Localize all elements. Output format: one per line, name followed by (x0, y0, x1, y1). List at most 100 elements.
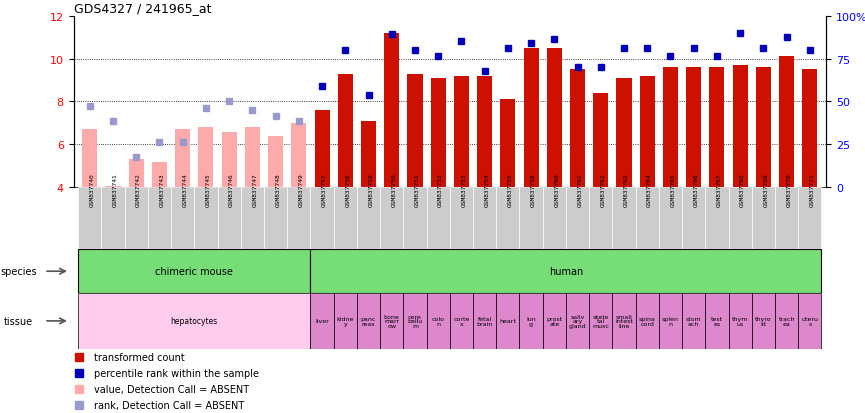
Bar (523, 49, 539, 188)
Bar (802, 70, 817, 188)
Bar (682, 188, 705, 250)
Bar (101, 188, 125, 250)
Text: GSM837740: GSM837740 (90, 173, 95, 206)
Bar (566, 188, 589, 250)
Bar (152, 162, 167, 188)
Bar (686, 68, 702, 188)
Bar (175, 130, 190, 188)
Bar (775, 188, 798, 250)
Text: lun
g: lun g (526, 316, 536, 326)
Bar (542, 293, 566, 349)
Text: GSM837768: GSM837768 (740, 173, 745, 206)
Bar (311, 250, 822, 293)
Text: GSM837766: GSM837766 (694, 173, 699, 206)
Bar (709, 68, 725, 188)
Text: cere
bellu
m: cere bellu m (407, 314, 423, 328)
Bar (570, 70, 585, 188)
Text: GSM837767: GSM837767 (717, 173, 722, 206)
Bar (361, 121, 376, 188)
Bar (497, 293, 520, 349)
Text: thym
us: thym us (732, 316, 748, 326)
Bar (454, 76, 469, 188)
Text: fetal
brain: fetal brain (477, 316, 493, 326)
Text: GSM837749: GSM837749 (298, 173, 304, 206)
Text: GSM837769: GSM837769 (763, 173, 768, 206)
Text: GSM837762: GSM837762 (601, 173, 606, 206)
Bar (195, 188, 217, 250)
Text: GSM837750: GSM837750 (392, 173, 397, 206)
Text: human: human (548, 266, 583, 277)
Text: GSM837742: GSM837742 (137, 173, 141, 206)
Text: saliv
ary
gland: saliv ary gland (568, 314, 586, 328)
Bar (450, 188, 473, 250)
Text: value, Detection Call = ABSENT: value, Detection Call = ABSENT (93, 384, 248, 394)
Bar (403, 293, 426, 349)
Text: GSM837761: GSM837761 (578, 173, 582, 206)
Text: panc
reas: panc reas (361, 316, 376, 326)
Bar (357, 293, 380, 349)
Bar (636, 188, 659, 250)
Bar (728, 293, 752, 349)
Bar (798, 188, 822, 250)
Bar (593, 94, 608, 188)
Text: small
intest
line: small intest line (615, 314, 633, 328)
Bar (752, 188, 775, 250)
Bar (612, 188, 636, 250)
Bar (520, 293, 542, 349)
Text: GSM837771: GSM837771 (810, 173, 815, 206)
Bar (125, 188, 148, 250)
Bar (78, 188, 101, 250)
Text: GSM837743: GSM837743 (159, 173, 164, 206)
Bar (334, 293, 357, 349)
Text: GSM837755: GSM837755 (508, 173, 513, 206)
Bar (589, 188, 612, 250)
Bar (384, 34, 400, 188)
Bar (756, 68, 771, 188)
Bar (337, 74, 353, 188)
Text: GSM837759: GSM837759 (368, 173, 374, 206)
Bar (775, 293, 798, 349)
Text: stom
ach: stom ach (686, 316, 702, 326)
Text: transformed count: transformed count (93, 352, 184, 362)
Text: GSM837760: GSM837760 (554, 173, 560, 206)
Bar (311, 188, 334, 250)
Text: uteru
s: uteru s (801, 316, 818, 326)
Bar (477, 76, 492, 188)
Text: test
es: test es (711, 316, 723, 326)
Bar (589, 293, 612, 349)
Text: GSM837763: GSM837763 (624, 173, 629, 206)
Bar (292, 123, 306, 188)
Bar (407, 74, 422, 188)
Text: GSM837747: GSM837747 (253, 173, 258, 206)
Bar (357, 188, 380, 250)
Text: GSM837754: GSM837754 (484, 173, 490, 206)
Bar (752, 293, 775, 349)
Bar (221, 132, 237, 188)
Text: kidne
y: kidne y (336, 316, 354, 326)
Bar (473, 293, 497, 349)
Text: GSM837751: GSM837751 (415, 173, 420, 206)
Text: GSM837770: GSM837770 (786, 173, 791, 206)
Bar (659, 293, 682, 349)
Text: GSM837752: GSM837752 (439, 173, 443, 206)
Bar (334, 188, 357, 250)
Bar (198, 128, 214, 188)
Text: spina
cord: spina cord (638, 316, 656, 326)
Text: GSM837745: GSM837745 (206, 173, 211, 206)
Bar (311, 293, 334, 349)
Text: bone
marr
ow: bone marr ow (384, 314, 400, 328)
Bar (728, 188, 752, 250)
Bar (705, 293, 728, 349)
Bar (380, 293, 403, 349)
Text: GSM837748: GSM837748 (276, 173, 280, 206)
Bar (733, 66, 747, 188)
Text: hepatocytes: hepatocytes (170, 317, 218, 325)
Text: skele
tal
musc: skele tal musc (593, 314, 609, 328)
Text: thyro
id: thyro id (755, 316, 772, 326)
Text: tissue: tissue (3, 316, 33, 326)
Text: GSM837756: GSM837756 (345, 173, 350, 206)
Bar (500, 100, 516, 188)
Text: percentile rank within the sample: percentile rank within the sample (93, 368, 259, 378)
Bar (566, 293, 589, 349)
Text: rank, Detection Call = ABSENT: rank, Detection Call = ABSENT (93, 400, 244, 410)
